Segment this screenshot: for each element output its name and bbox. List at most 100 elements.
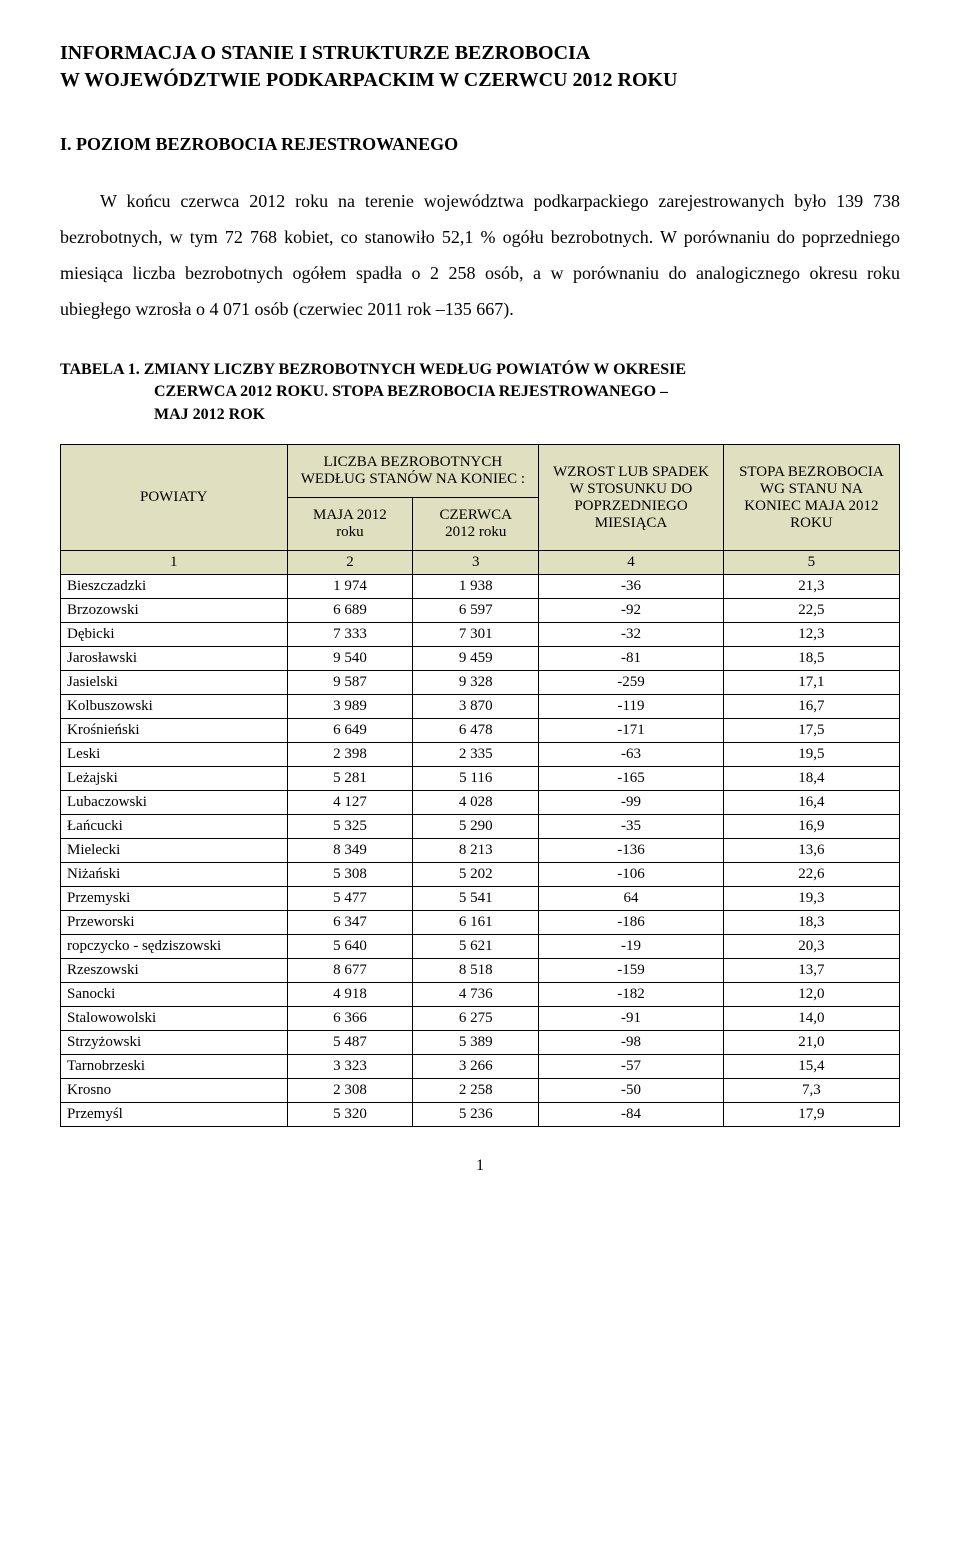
col-liczba: LICZBA BEZROBOTNYCH WEDŁUG STANÓW NA KON… xyxy=(294,448,533,494)
row-label: Jarosławski xyxy=(61,647,288,671)
row-value: 2 258 xyxy=(413,1079,539,1103)
row-value: -182 xyxy=(539,983,724,1007)
section-heading: I. POZIOM BEZROBOCIA REJESTROWANEGO xyxy=(60,134,900,155)
title-line1: INFORMACJA O STANIE I STRUKTURZE BEZROBO… xyxy=(60,42,590,64)
table-row: Strzyżowski5 4875 389-9821,0 xyxy=(61,1031,900,1055)
table-row: Stalowowolski6 3666 275-9114,0 xyxy=(61,1007,900,1031)
col-maja: MAJA 2012 roku xyxy=(294,501,407,547)
row-value: -35 xyxy=(539,815,724,839)
col-stopa: STOPA BEZROBOCIA WG STANU NA KONIEC MAJA… xyxy=(730,458,893,538)
row-label: ropczycko - sędziszowski xyxy=(61,935,288,959)
row-value: 20,3 xyxy=(723,935,899,959)
row-value: 19,5 xyxy=(723,743,899,767)
row-value: 13,6 xyxy=(723,839,899,863)
row-value: 2 398 xyxy=(287,743,413,767)
row-label: Mielecki xyxy=(61,839,288,863)
row-value: 2 335 xyxy=(413,743,539,767)
row-value: -136 xyxy=(539,839,724,863)
row-value: 19,3 xyxy=(723,887,899,911)
row-label: Stalowowolski xyxy=(61,1007,288,1031)
table-row: Krośnieński6 6496 478-17117,5 xyxy=(61,719,900,743)
row-value: -99 xyxy=(539,791,724,815)
table-row: Niżański5 3085 202-10622,6 xyxy=(61,863,900,887)
row-label: Krośnieński xyxy=(61,719,288,743)
row-label: Przeworski xyxy=(61,911,288,935)
row-value: 22,5 xyxy=(723,599,899,623)
row-value: -63 xyxy=(539,743,724,767)
table-row: ropczycko - sędziszowski5 6405 621-1920,… xyxy=(61,935,900,959)
row-value: 5 487 xyxy=(287,1031,413,1055)
row-value: 64 xyxy=(539,887,724,911)
row-label: Jasielski xyxy=(61,671,288,695)
row-value: -119 xyxy=(539,695,724,719)
row-value: -186 xyxy=(539,911,724,935)
row-value: 6 649 xyxy=(287,719,413,743)
row-value: 5 640 xyxy=(287,935,413,959)
row-label: Przemyski xyxy=(61,887,288,911)
row-value: -81 xyxy=(539,647,724,671)
row-label: Leżajski xyxy=(61,767,288,791)
table-row: Jasielski9 5879 328-25917,1 xyxy=(61,671,900,695)
colnum-3: 3 xyxy=(413,551,539,575)
row-value: 3 266 xyxy=(413,1055,539,1079)
row-value: -57 xyxy=(539,1055,724,1079)
table-body: Bieszczadzki1 9741 938-3621,3Brzozowski6… xyxy=(61,575,900,1127)
row-value: 18,4 xyxy=(723,767,899,791)
row-value: 8 677 xyxy=(287,959,413,983)
row-value: 6 347 xyxy=(287,911,413,935)
row-value: 15,4 xyxy=(723,1055,899,1079)
row-label: Tarnobrzeski xyxy=(61,1055,288,1079)
table-header: POWIATY LICZBA BEZROBOTNYCH WEDŁUG STANÓ… xyxy=(61,445,900,575)
row-value: 8 518 xyxy=(413,959,539,983)
row-value: 6 478 xyxy=(413,719,539,743)
table-row: Kolbuszowski3 9893 870-11916,7 xyxy=(61,695,900,719)
row-value: 5 236 xyxy=(413,1103,539,1127)
row-value: 21,3 xyxy=(723,575,899,599)
table-row: Dębicki7 3337 301-3212,3 xyxy=(61,623,900,647)
table-row: Brzozowski6 6896 597-9222,5 xyxy=(61,599,900,623)
body-paragraph: W końcu czerwca 2012 roku na terenie woj… xyxy=(60,183,900,327)
data-table: POWIATY LICZBA BEZROBOTNYCH WEDŁUG STANÓ… xyxy=(60,444,900,1127)
row-label: Kolbuszowski xyxy=(61,695,288,719)
colnum-4: 4 xyxy=(539,551,724,575)
table-row: Bieszczadzki1 9741 938-3621,3 xyxy=(61,575,900,599)
row-value: 5 389 xyxy=(413,1031,539,1055)
row-value: 12,3 xyxy=(723,623,899,647)
row-value: -92 xyxy=(539,599,724,623)
row-value: 5 325 xyxy=(287,815,413,839)
table-row: Łańcucki5 3255 290-3516,9 xyxy=(61,815,900,839)
row-label: Bieszczadzki xyxy=(61,575,288,599)
row-label: Dębicki xyxy=(61,623,288,647)
table-row: Leżajski5 2815 116-16518,4 xyxy=(61,767,900,791)
row-value: 7,3 xyxy=(723,1079,899,1103)
row-label: Przemyśl xyxy=(61,1103,288,1127)
row-value: 5 320 xyxy=(287,1103,413,1127)
table-row: Lubaczowski4 1274 028-9916,4 xyxy=(61,791,900,815)
row-value: 5 477 xyxy=(287,887,413,911)
col-czerwca: CZERWCA 2012 roku xyxy=(419,501,532,547)
row-value: 5 308 xyxy=(287,863,413,887)
row-label: Strzyżowski xyxy=(61,1031,288,1055)
row-value: -84 xyxy=(539,1103,724,1127)
row-value: 4 918 xyxy=(287,983,413,1007)
row-value: 5 541 xyxy=(413,887,539,911)
table-row: Leski2 3982 335-6319,5 xyxy=(61,743,900,767)
row-value: 5 116 xyxy=(413,767,539,791)
row-value: 9 459 xyxy=(413,647,539,671)
row-value: -165 xyxy=(539,767,724,791)
table-row: Jarosławski9 5409 459-8118,5 xyxy=(61,647,900,671)
row-value: 5 621 xyxy=(413,935,539,959)
row-label: Niżański xyxy=(61,863,288,887)
col-wzrost: WZROST LUB SPADEK W STOSUNKU DO POPRZEDN… xyxy=(545,458,717,538)
row-value: 18,5 xyxy=(723,647,899,671)
colnum-1: 1 xyxy=(61,551,288,575)
row-label: Krosno xyxy=(61,1079,288,1103)
table-row: Rzeszowski8 6778 518-15913,7 xyxy=(61,959,900,983)
row-value: 6 161 xyxy=(413,911,539,935)
row-value: 1 974 xyxy=(287,575,413,599)
row-value: 8 213 xyxy=(413,839,539,863)
row-value: 12,0 xyxy=(723,983,899,1007)
table-heading: TABELA 1. ZMIANY LICZBY BEZROBOTNYCH WED… xyxy=(60,359,900,426)
row-label: Łańcucki xyxy=(61,815,288,839)
row-value: 7 333 xyxy=(287,623,413,647)
